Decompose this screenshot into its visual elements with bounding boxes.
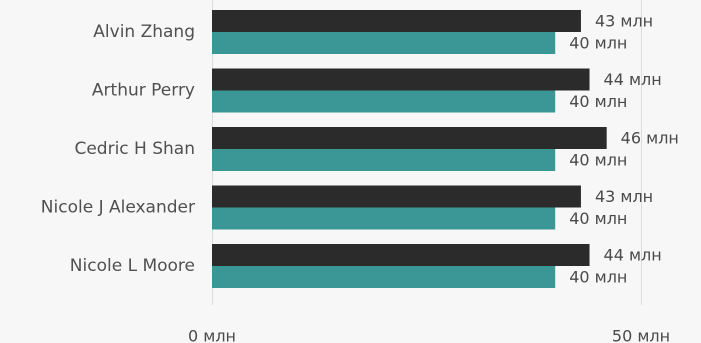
category-label: Nicole L Moore (70, 256, 195, 276)
data-label: 44 млн (604, 246, 662, 265)
bar-dark (212, 185, 581, 208)
data-label: 43 млн (595, 12, 653, 31)
bar-teal (212, 32, 556, 54)
bars (212, 10, 607, 288)
tick-label: 50 млн (612, 327, 670, 343)
bar-teal (212, 266, 556, 288)
bar-dark (212, 127, 607, 149)
category-label: Cedric H Shan (74, 139, 195, 159)
category-label: Nicole J Alexander (41, 198, 195, 218)
category-axis: Alvin Zhang Arthur Perry Cedric H Shan Nico… (41, 22, 195, 276)
data-label: 40 млн (569, 92, 627, 111)
value-axis: 0 млн 50 млн (188, 327, 670, 343)
bar-teal (212, 149, 556, 171)
data-label: 44 млн (604, 70, 662, 89)
data-label: 46 млн (621, 129, 679, 148)
category-label: Alvin Zhang (93, 22, 195, 42)
data-label: 43 млн (595, 187, 653, 206)
bar-dark (212, 10, 581, 32)
bar-dark (212, 244, 590, 266)
data-label: 40 млн (569, 209, 627, 228)
bar-teal (212, 207, 556, 230)
data-label: 40 млн (569, 151, 627, 170)
data-label: 40 млн (569, 34, 627, 53)
data-label: 40 млн (569, 268, 627, 287)
category-label: Arthur Perry (92, 81, 195, 101)
bar-teal (212, 90, 556, 113)
data-labels: 43 млн 40 млн 44 млн 40 млн 46 млн 40 млн 43 м… (569, 12, 679, 287)
bar-dark (212, 68, 590, 91)
tick-label: 0 млн (188, 327, 236, 343)
